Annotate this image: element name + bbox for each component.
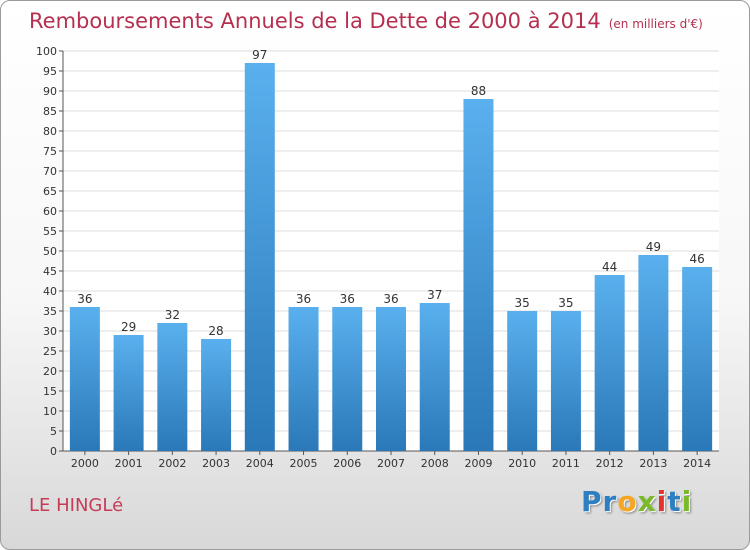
- bar-2001: [113, 335, 144, 451]
- y-tick-label: 55: [43, 225, 57, 238]
- bar-2010: [507, 311, 538, 451]
- y-tick-label: 70: [43, 165, 57, 178]
- x-tick-label-2005: 2005: [290, 457, 318, 470]
- bar-2008: [419, 303, 450, 451]
- x-tick-label-2000: 2000: [71, 457, 99, 470]
- x-tick-label-2014: 2014: [683, 457, 711, 470]
- data-label-2007: 36: [383, 292, 398, 306]
- y-tick-label: 10: [43, 405, 57, 418]
- y-tick-label: 40: [43, 285, 57, 298]
- y-tick-label: 75: [43, 145, 57, 158]
- data-label-2001: 29: [121, 320, 136, 334]
- y-tick-label: 90: [43, 85, 57, 98]
- x-tick-label-2007: 2007: [377, 457, 405, 470]
- y-tick-label: 25: [43, 345, 57, 358]
- data-label-2006: 36: [340, 292, 355, 306]
- bar-2006: [332, 307, 363, 451]
- proxiti-logo: Proxiti: [581, 485, 692, 518]
- x-tick-label-2011: 2011: [552, 457, 580, 470]
- x-tick-label-2006: 2006: [333, 457, 361, 470]
- y-tick-label: 50: [43, 245, 57, 258]
- x-tick-label-2013: 2013: [639, 457, 667, 470]
- data-label-2014: 46: [689, 252, 704, 266]
- logo-letter: o: [617, 485, 638, 518]
- bar-2005: [288, 307, 319, 451]
- y-tick-label: 85: [43, 105, 57, 118]
- bar-2009: [463, 99, 494, 451]
- data-label-2004: 97: [252, 48, 267, 62]
- x-tick-label-2004: 2004: [246, 457, 274, 470]
- x-tick-label-2008: 2008: [421, 457, 449, 470]
- y-tick-label: 15: [43, 385, 57, 398]
- bar-2013: [638, 255, 669, 451]
- data-label-2005: 36: [296, 292, 311, 306]
- bar-2002: [157, 323, 188, 451]
- bar-2000: [69, 307, 100, 451]
- data-label-2011: 35: [558, 296, 573, 310]
- commune-name: LE HINGLé: [29, 495, 124, 516]
- logo-letter: P: [581, 485, 603, 518]
- chart-unit: (en milliers d'€): [608, 17, 703, 31]
- y-tick-label: 0: [50, 445, 57, 458]
- bar-2012: [594, 275, 625, 451]
- data-label-2010: 35: [515, 296, 530, 310]
- y-tick-label: 30: [43, 325, 57, 338]
- logo-letter: i: [681, 485, 693, 518]
- logo-letter: r: [602, 485, 618, 518]
- x-tick-label-2003: 2003: [202, 457, 230, 470]
- y-tick-label: 5: [50, 425, 57, 438]
- data-label-2013: 49: [646, 240, 661, 254]
- y-tick-label: 20: [43, 365, 57, 378]
- bar-2004: [244, 63, 275, 451]
- x-tick-label-2001: 2001: [115, 457, 143, 470]
- data-label-2012: 44: [602, 260, 617, 274]
- bar-2003: [201, 339, 232, 451]
- logo-letter: i: [656, 485, 668, 518]
- bar-2011: [550, 311, 581, 451]
- logo-letter: x: [637, 485, 657, 518]
- x-tick-label-2012: 2012: [596, 457, 624, 470]
- logo-letter: t: [667, 485, 682, 518]
- data-label-2009: 88: [471, 84, 486, 98]
- bar-2014: [682, 267, 713, 451]
- data-label-2002: 32: [165, 308, 180, 322]
- x-tick-label-2010: 2010: [508, 457, 536, 470]
- data-label-2003: 28: [208, 324, 223, 338]
- y-tick-label: 100: [36, 45, 57, 58]
- y-tick-label: 60: [43, 205, 57, 218]
- data-label-2008: 37: [427, 288, 442, 302]
- y-tick-label: 95: [43, 65, 57, 78]
- bar-2007: [376, 307, 406, 451]
- x-tick-label-2002: 2002: [158, 457, 186, 470]
- chart-title: Remboursements Annuels de la Dette de 20…: [29, 9, 703, 33]
- x-tick-label-2009: 2009: [464, 457, 492, 470]
- data-label-2000: 36: [77, 292, 92, 306]
- y-tick-label: 45: [43, 265, 57, 278]
- y-tick-label: 65: [43, 185, 57, 198]
- y-tick-label: 35: [43, 305, 57, 318]
- y-tick-label: 80: [43, 125, 57, 138]
- chart-title-text: Remboursements Annuels de la Dette de 20…: [29, 9, 601, 33]
